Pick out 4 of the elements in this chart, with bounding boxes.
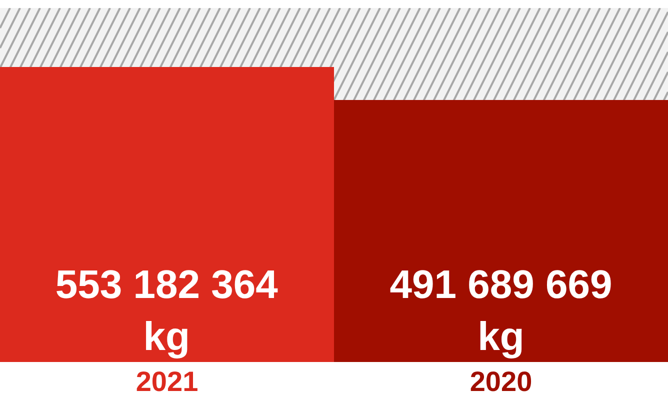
x-tick-label: 2020 [470,366,532,397]
x-tick-label: 2021 [136,366,198,397]
data-label: 491 689 669 kg [390,263,612,359]
data-label: 553 182 364 kg [55,263,279,359]
